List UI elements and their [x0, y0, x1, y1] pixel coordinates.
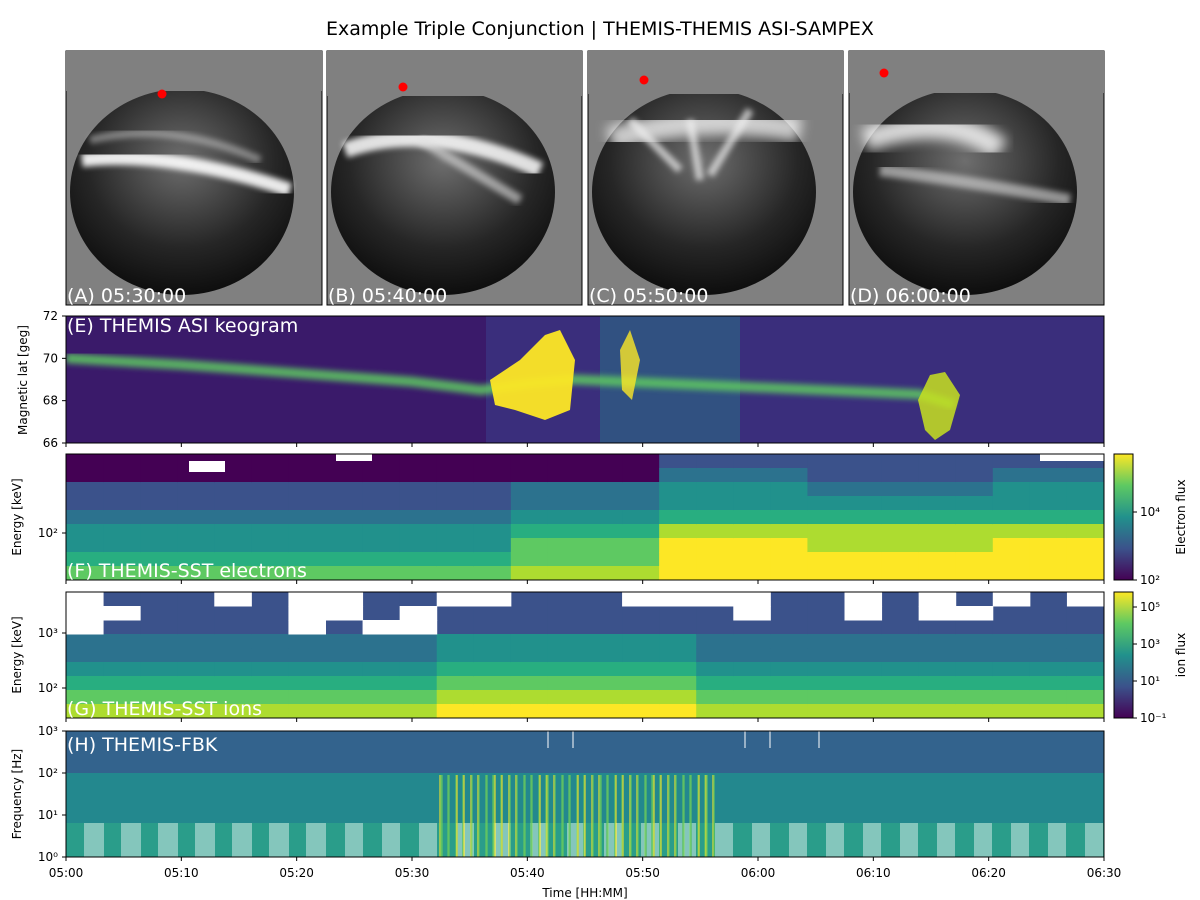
panel-f-label: (F) THEMIS-SST electrons: [67, 560, 307, 582]
panel-e-ylabel: Magnetic lat [geg]: [16, 325, 30, 435]
asi-frame-a: (A) 05:30:00: [65, 50, 323, 307]
ytick-label: 66: [43, 436, 58, 450]
ytick-label: 68: [43, 394, 58, 408]
footprint-marker-a: [157, 89, 167, 99]
xtick-label: 06:10: [856, 866, 891, 880]
xtick-label: 05:20: [279, 866, 314, 880]
panel-e-keogram: 66 68 70 72 Magnetic lat [geg] (E) THEMIS A…: [16, 309, 1105, 450]
colorbar-tick-label: 10³: [1140, 637, 1160, 651]
panel-g-ylabel: Energy [keV]: [10, 616, 24, 693]
time-axis: 05:00 05:10 05:20 05:30 05:40 05:50 06:00 06:10…: [49, 443, 1122, 880]
footprint-marker-c: [639, 75, 649, 85]
panel-h-label: (H) THEMIS-FBK: [67, 734, 218, 756]
xtick-label: 06:30: [1087, 866, 1122, 880]
colorbar-electron-label: Electron flux: [1174, 479, 1188, 554]
panel-f-electrons: 10² Energy [keV] (F) THEMIS-SST electron…: [10, 453, 1188, 587]
panel-h-ylabel: Frequency [Hz]: [10, 749, 24, 840]
panel-f-ylabel: Energy [keV]: [10, 478, 24, 555]
ytick-label: 10²: [38, 766, 58, 780]
xtick-label: 05:30: [395, 866, 430, 880]
asi-frame-d-label: (D) 06:00:00: [850, 285, 971, 307]
panel-h-fbk: 10⁰ 10¹ 10² 10³ Frequency [Hz] (H) THEMIS-F…: [10, 724, 1105, 864]
colorbar-electron: [1113, 453, 1134, 581]
asi-frame-b-label: (B) 05:40:00: [328, 285, 447, 307]
asi-frame-c-label: (C) 05:50:00: [589, 285, 708, 307]
xtick-label: 05:40: [510, 866, 545, 880]
asi-frame-c: (C) 05:50:00: [587, 50, 844, 307]
asi-frame-a-label: (A) 05:30:00: [67, 285, 186, 307]
panel-g-label: (G) THEMIS-SST ions: [67, 698, 262, 720]
colorbar-ion-label: ion flux: [1174, 633, 1188, 677]
footprint-marker-d: [879, 68, 889, 78]
ytick-label: 72: [43, 309, 58, 323]
xtick-label: 06:00: [741, 866, 776, 880]
ytick-label: 10²: [38, 681, 58, 695]
colorbar-tick-label: 10⁵: [1140, 600, 1160, 614]
ytick-label: 10¹: [38, 808, 58, 822]
ytick-label: 70: [43, 351, 58, 365]
asi-frame-b: (B) 05:40:00: [326, 50, 583, 307]
colorbar-tick-label: 10⁴: [1140, 505, 1160, 519]
xaxis-label: Time [HH:MM]: [541, 886, 627, 900]
xtick-label: 05:50: [625, 866, 660, 880]
figure-title: Example Triple Conjunction | THEMIS-THEM…: [326, 18, 874, 40]
colorbar-tick-label: 10²: [1140, 573, 1160, 587]
ytick-label: 10³: [38, 626, 58, 640]
ytick-label: 10³: [38, 724, 58, 738]
asi-frame-d: (D) 06:00:00: [848, 50, 1105, 307]
ytick-label: 10²: [38, 526, 58, 540]
xtick-label: 05:00: [49, 866, 84, 880]
footprint-marker-b: [398, 82, 408, 92]
xtick-label: 05:10: [164, 866, 199, 880]
colorbar-tick-label: 10⁻¹: [1140, 711, 1167, 725]
panel-e-label: (E) THEMIS ASI keogram: [67, 315, 298, 337]
xtick-label: 06:20: [971, 866, 1006, 880]
ytick-label: 10⁰: [38, 850, 58, 864]
colorbar-tick-label: 10¹: [1140, 674, 1160, 688]
colorbar-ion: [1113, 591, 1134, 719]
